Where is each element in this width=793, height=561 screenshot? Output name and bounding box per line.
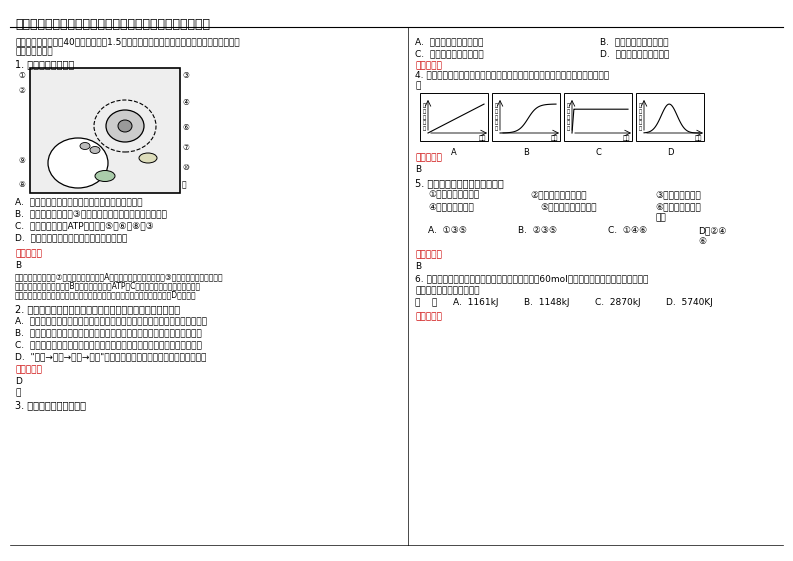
Text: A.  一个公园内所有的树木: A. 一个公园内所有的树木: [415, 37, 484, 46]
Text: ①葡萄糖大幅度下降: ①葡萄糖大幅度下降: [428, 190, 479, 199]
Ellipse shape: [90, 146, 100, 154]
Text: C.  该细胞中能产生ATP的部位是⑤、⑥、⑧和③: C. 该细胞中能产生ATP的部位是⑤、⑥、⑧和③: [15, 221, 154, 230]
Text: C.  所有消费者和分解者同化的总能量一定小于所有生产者固定的太阳能总量: C. 所有消费者和分解者同化的总能量一定小于所有生产者固定的太阳能总量: [15, 340, 202, 349]
Text: 参考答案：: 参考答案：: [415, 153, 442, 162]
Ellipse shape: [139, 153, 157, 163]
Text: 群
落
丰
富
度: 群 落 丰 富 度: [423, 103, 426, 131]
Text: 参考答案：: 参考答案：: [15, 365, 42, 374]
Text: ③: ③: [182, 71, 189, 80]
Text: 级消费者体内的能量最多是: 级消费者体内的能量最多是: [415, 286, 480, 295]
Text: ⑦: ⑦: [182, 143, 189, 152]
Text: 6. 在某草原生态系统中，某食物链的生产者释放出60mol氧气，则固定的太阳能中，流人次: 6. 在某草原生态系统中，某食物链的生产者释放出60mol氧气，则固定的太阳能中…: [415, 274, 649, 283]
Text: 减少: 减少: [655, 213, 666, 222]
Text: ⑥: ⑥: [182, 123, 189, 132]
Bar: [564, 93, 632, 141]
Text: B.  外界溶液浓度大于③内液体浓度时，可发生质壁分离现象: B. 外界溶液浓度大于③内液体浓度时，可发生质壁分离现象: [15, 209, 167, 218]
Ellipse shape: [48, 138, 108, 188]
Text: ②: ②: [18, 86, 25, 95]
Text: 参考答案：: 参考答案：: [15, 249, 42, 258]
Text: B.  ②③⑤: B. ②③⑤: [518, 226, 557, 235]
Text: 失水，发生质壁分离现象，B项正确；不会产生ATP，C项错误；图示细胞含有叶绿体和: 失水，发生质壁分离现象，B项正确；不会产生ATP，C项错误；图示细胞含有叶绿体和: [15, 281, 201, 290]
Text: 5. 人在饥饿状态下，体内血液中: 5. 人在饥饿状态下，体内血液中: [415, 178, 504, 188]
Text: ④: ④: [182, 98, 189, 107]
Text: 群
落
丰
富
度: 群 落 丰 富 度: [639, 103, 642, 131]
Text: 时间: 时间: [478, 135, 486, 141]
Text: D: D: [15, 377, 22, 386]
Bar: [30, 68, 180, 193]
Text: 群
落
丰
富
度: 群 落 丰 富 度: [567, 103, 570, 131]
Text: 参考答案：: 参考答案：: [415, 312, 442, 321]
Text: B.  1148kJ: B. 1148kJ: [524, 298, 569, 307]
Text: A.  该图为光学显微镜下所观察到的动物细胞结构图: A. 该图为光学显微镜下所观察到的动物细胞结构图: [15, 197, 143, 206]
Text: ⑲: ⑲: [182, 180, 186, 189]
Text: 大液泡，茎尖分生区细胞没有叶绿体和大液泡，根尖成熟区细胞没有叶绿体，D项错误。: 大液泡，茎尖分生区细胞没有叶绿体和大液泡，根尖成熟区细胞没有叶绿体，D项错误。: [15, 290, 197, 299]
Text: B: B: [15, 261, 21, 270]
Text: 略: 略: [15, 388, 21, 397]
Text: （    ）: （ ）: [415, 298, 437, 307]
Text: D．②④: D．②④: [698, 226, 726, 235]
Text: D.  "原料→产品→副料→产品"的生产模式能够实现物质和能量的循环利用: D. "原料→产品→副料→产品"的生产模式能够实现物质和能量的循环利用: [15, 352, 206, 361]
Text: B: B: [415, 165, 421, 174]
Text: ⑤胰高血糖素含量增加: ⑤胰高血糖素含量增加: [540, 203, 596, 212]
Text: 时间: 时间: [550, 135, 558, 141]
Bar: [420, 93, 488, 141]
Text: 4. 下列各图中最能准确表示发生在弃耕农田上群落演替过程中群落丰富度变化的: 4. 下列各图中最能准确表示发生在弃耕农田上群落演替过程中群落丰富度变化的: [415, 70, 609, 79]
Text: ④胰岛素含量增加: ④胰岛素含量增加: [428, 203, 473, 212]
Text: ⑨: ⑨: [18, 156, 25, 165]
Text: B.  一块草地上所有的昆虫: B. 一块草地上所有的昆虫: [600, 37, 668, 46]
Text: A.  ①③⑤: A. ①③⑤: [428, 226, 467, 235]
Text: A.  物质是能量的载体，能量是物质在生态群落和无机环境之间循环流动的动力: A. 物质是能量的载体，能量是物质在生态群落和无机环境之间循环流动的动力: [15, 316, 207, 325]
Ellipse shape: [95, 171, 115, 182]
Text: 时间: 时间: [623, 135, 630, 141]
Text: C.  2870kJ: C. 2870kJ: [595, 298, 641, 307]
Text: 参考答案：: 参考答案：: [415, 250, 442, 259]
Text: D.  该细胞可能取自茎尖分生区或根尖成熟区: D. 该细胞可能取自茎尖分生区或根尖成熟区: [15, 233, 127, 242]
Text: D.  5740KJ: D. 5740KJ: [666, 298, 713, 307]
Ellipse shape: [118, 120, 132, 132]
Text: 一、选择题（本题共40小题，每小题1.5分，在每小题给出的四个选项中，只有一项是符合: 一、选择题（本题共40小题，每小题1.5分，在每小题给出的四个选项中，只有一项是…: [15, 37, 239, 46]
Text: ⑩: ⑩: [182, 163, 189, 172]
Text: ⑥胰高血糖素含量: ⑥胰高血糖素含量: [655, 203, 701, 212]
Text: 题目要求的。）: 题目要求的。）: [15, 47, 52, 56]
Text: 2. 下列有关生态系统中物质和能量的相关说法，不正确的是：: 2. 下列有关生态系统中物质和能量的相关说法，不正确的是：: [15, 304, 180, 314]
Ellipse shape: [80, 142, 90, 149]
Text: 1. 下列分析正确的是: 1. 下列分析正确的是: [15, 59, 75, 69]
Text: ①: ①: [18, 71, 25, 80]
Text: C: C: [595, 148, 601, 157]
Bar: [636, 93, 704, 141]
Text: ⑧: ⑧: [18, 180, 25, 189]
Text: C.  ①④⑥: C. ①④⑥: [608, 226, 647, 235]
Text: 四川省成都市崇州崇庆中学高二生物上学期期末试题含解析: 四川省成都市崇州崇庆中学高二生物上学期期末试题含解析: [15, 18, 210, 31]
Text: B.  人们可以通过调整使生态系统中能量持续高效的流向对人类最有益的部分: B. 人们可以通过调整使生态系统中能量持续高效的流向对人类最有益的部分: [15, 328, 201, 337]
Text: B: B: [523, 148, 529, 157]
Text: ②葡萄糖浓度相对稳定: ②葡萄糖浓度相对稳定: [530, 190, 587, 199]
Text: 是: 是: [415, 81, 420, 90]
Ellipse shape: [106, 110, 144, 142]
Text: C.  一个池塘内所有的鱼类: C. 一个池塘内所有的鱼类: [415, 49, 484, 58]
Text: 时间: 时间: [695, 135, 702, 141]
Text: A.  1161kJ: A. 1161kJ: [453, 298, 499, 307]
Bar: [492, 93, 560, 141]
Text: ③胰岛素含量减少: ③胰岛素含量减少: [655, 190, 701, 199]
Text: A: A: [451, 148, 457, 157]
Text: B: B: [415, 262, 421, 271]
Text: 群
落
丰
富
度: 群 落 丰 富 度: [495, 103, 498, 131]
Text: ⑥: ⑥: [698, 237, 706, 246]
Text: 3. 下列生物属于种群的是: 3. 下列生物属于种群的是: [15, 400, 86, 410]
Text: 光学显微镜下看不到⑦线粒体等细微结构，A项错误；外界溶液浓度大于③液泡内液体浓度时，细胞: 光学显微镜下看不到⑦线粒体等细微结构，A项错误；外界溶液浓度大于③液泡内液体浓度…: [15, 272, 224, 281]
Text: 参考答案：: 参考答案：: [415, 61, 442, 70]
Text: D: D: [667, 148, 673, 157]
Text: D.  一座山上所有的马尾松: D. 一座山上所有的马尾松: [600, 49, 669, 58]
